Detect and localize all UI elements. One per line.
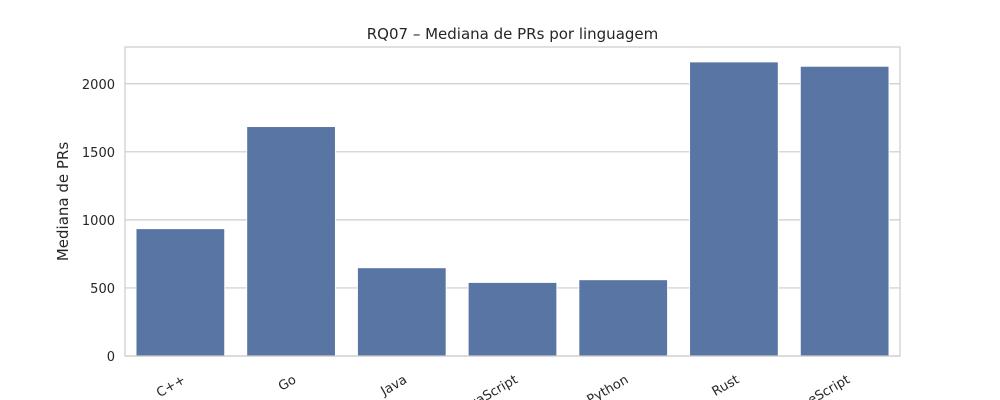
x-tick-label: Python [585, 372, 632, 400]
x-tick-labels: C++ Go Java JavaScript Python Rust TypeScript [154, 372, 853, 400]
x-tick-label: Rust [710, 372, 742, 399]
x-tick-label: Go [276, 372, 299, 394]
bar-go [246, 126, 336, 357]
chart-title: RQ07 – Mediana de PRs por linguagem [367, 25, 659, 43]
y-tick-label: 1000 [82, 214, 115, 229]
x-tick-label: JavaScript [456, 372, 521, 400]
bar-c- [135, 228, 226, 357]
bar-java [357, 267, 447, 357]
x-tick-label: C++ [154, 372, 188, 400]
plot-frame [124, 46, 901, 357]
bars [135, 61, 890, 357]
bar-rust [689, 61, 779, 357]
y-tick-label: 0 [107, 350, 115, 365]
bar-javascript [467, 282, 558, 357]
y-axis-label: Mediana de PRs [54, 142, 72, 262]
y-tick-labels: 0 500 1000 1500 2000 [82, 78, 115, 365]
x-tick-label: TypeScript [786, 372, 853, 400]
bar-typescript [799, 65, 890, 357]
bar-python [578, 279, 668, 357]
y-tick-label: 1500 [82, 146, 115, 161]
y-tick-label: 2000 [82, 78, 115, 93]
y-tick-label: 500 [90, 282, 115, 297]
x-tick-label: Java [378, 372, 410, 399]
